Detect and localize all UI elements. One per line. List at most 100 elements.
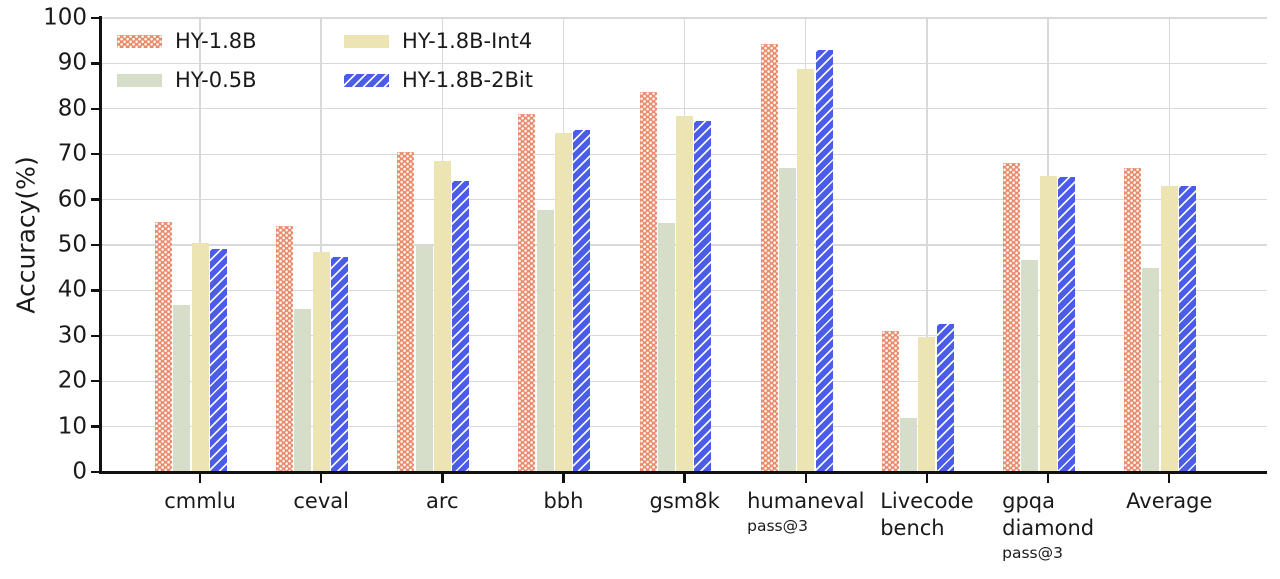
bar-hy-1.8b-int4-livecode-bench [918,336,936,472]
legend-label: HY-0.5B [175,68,257,92]
x-tick-label-sub: pass@3 [1002,543,1063,562]
y-tick-label: 70 [57,140,87,167]
legend-entry: HY-1.8B [117,31,344,52]
bar-hy-1.8b-2bit-humaneval [815,49,833,472]
x-tick-label-line: Livecode [880,489,974,513]
bar-hy-1.8b-cmmlu [154,222,172,472]
bar-hy-1.8b-2bit-ceval [330,256,348,472]
bar-hy-1.8b-arc [397,152,415,472]
y-tick-mark [91,334,101,337]
bar-hy-1.8b-int4-cmmlu [191,242,209,472]
y-tick-label: 90 [57,49,87,76]
x-tick-label-line: cmmlu [164,489,236,513]
y-tick-mark [91,470,101,474]
v-gridline [926,18,928,472]
y-tick-mark [91,153,101,156]
y-tick-mark [91,16,101,20]
x-tick-mark [562,474,565,483]
x-tick-label-line: arc [426,489,459,513]
x-tick-mark [1168,474,1171,483]
bar-hy-1.8b-gpqa-diamond [1003,162,1021,472]
bar-hy-1.8b-ceval [276,225,294,472]
x-tick-label: Average [1126,488,1212,515]
bar-hy-1.8b-2bit-arc [452,180,470,472]
x-tick-mark [925,474,929,483]
legend-swatch-hy-0-5b [117,74,162,87]
x-tick-label: cmmlu [164,488,236,515]
y-tick-label: 100 [43,4,87,31]
x-tick-label-line: diamond [1002,515,1095,540]
x-tick-label-line: Average [1126,489,1213,513]
bar-hy-1.8b-bbh [518,113,536,472]
bar-hy-0.5b-gpqa-diamond [1021,259,1039,472]
y-tick-mark [91,62,101,65]
bar-hy-1.8b-int4-ceval [312,252,330,472]
bar-hy-1.8b-2bit-gpqa-diamond [1057,176,1075,472]
legend-label: HY-1.8B [175,29,257,53]
bar-hy-1.8b-2bit-cmmlu [209,248,227,472]
legend: HY-1.8B HY-0.5B HY-1.8B-Int4 HY-1.8B-2Bi… [117,31,533,91]
y-tick-mark [91,107,101,110]
x-tick-label-line: ceval [293,489,349,513]
legend-entry: HY-1.8B-2Bit [344,70,533,91]
bar-hy-0.5b-humaneval [779,168,796,472]
y-tick-label: 40 [57,276,87,303]
legend-swatch-hy-1-8b-2bit [344,74,389,87]
bar-hy-1.8b-int4-gpqa-diamond [1039,175,1057,472]
y-tick-mark [91,289,101,292]
y-tick-mark [91,380,101,383]
x-tick-label-line: bench [880,515,945,540]
bar-hy-0.5b-livecode-bench [900,417,918,472]
x-tick-label-sub: pass@3 [747,516,808,535]
x-tick-mark [198,474,202,483]
legend-entry: HY-0.5B [117,70,344,91]
x-tick-mark [683,474,686,483]
bar-hy-1.8b-livecode-bench [881,330,899,472]
bar-hy-0.5b-average [1142,267,1160,472]
legend-swatch-hy-1-8b-int4 [344,35,389,48]
bar-hy-0.5b-cmmlu [173,304,191,472]
bar-hy-0.5b-bbh [536,209,554,472]
bar-hy-1.8b-int4-arc [433,160,451,472]
y-tick-label: 80 [57,95,87,122]
legend-swatch-hy-1-8b [117,35,162,48]
bar-hy-1.8b-int4-gsm8k [676,115,694,472]
legend-label: HY-1.8B-Int4 [402,29,533,53]
x-tick-label: humaneval pass@3 [747,488,864,537]
bar-hy-1.8b-int4-average [1160,185,1178,472]
bar-hy-1.8b-gsm8k [639,91,657,472]
v-gridline [320,18,322,472]
bar-hy-1.8b-humaneval [760,43,778,472]
x-tick-label: arc [426,488,459,515]
x-tick-mark [319,474,323,483]
x-tick-label: gpqa diamond pass@3 [1002,488,1094,564]
x-tick-label: bbh [543,488,583,515]
x-axis-spine [99,471,1268,474]
bar-hy-0.5b-ceval [294,309,312,472]
bar-hy-1.8b-2bit-bbh [573,129,591,472]
x-tick-mark [441,474,444,483]
x-tick-label: ceval [293,488,349,515]
y-tick-mark [91,425,101,428]
x-tick-label-line: bbh [543,489,584,513]
x-tick-mark [804,474,807,483]
x-tick-label-line: gsm8k [649,489,720,513]
bar-hy-0.5b-arc [415,245,433,472]
x-tick-label-line: humaneval [747,489,865,513]
y-tick-label: 50 [57,231,87,258]
h-gridline [101,17,1267,19]
x-tick-label-line: gpqa [1002,489,1055,513]
y-tick-mark [91,198,101,201]
bar-hy-1.8b-int4-humaneval [797,69,815,472]
bar-hy-0.5b-gsm8k [657,223,675,472]
y-tick-label: 60 [57,186,87,213]
y-tick-label: 0 [72,458,87,485]
legend-entry: HY-1.8B-Int4 [344,31,533,52]
y-axis-spine [99,16,102,474]
bar-hy-1.8b-int4-bbh [554,133,572,472]
bar-hy-1.8b-2bit-gsm8k [694,121,712,472]
x-tick-label: Livecode bench [880,488,974,542]
x-tick-label: gsm8k [650,488,720,515]
y-tick-label: 30 [57,322,87,349]
